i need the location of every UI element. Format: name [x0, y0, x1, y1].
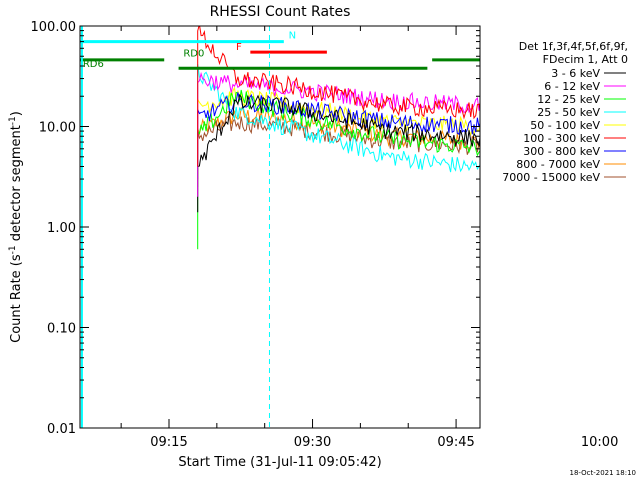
series-layer [197, 26, 480, 250]
series-line-25-to-50keV [197, 64, 480, 187]
timestamp: 18-Oct-2021 18:10 [570, 469, 636, 477]
x-tick-label: 09:30 [294, 435, 331, 450]
y-axis-label: Count Rate (s-1 detector segment-1) [8, 111, 24, 343]
plot-area: N F RD0 RD6 [80, 26, 480, 428]
x-tick-label: 10:00 [581, 435, 618, 450]
legend-label: 12 - 25 keV [537, 93, 600, 106]
series-line-300-to-800keV [197, 92, 480, 167]
legend-label: 300 - 800 keV [523, 145, 600, 158]
legend-label: 7000 - 15000 keV [502, 171, 600, 184]
flag-bars-layer: N F RD0 RD6 [80, 31, 480, 70]
x-tick-label: 09:15 [150, 435, 187, 450]
y-tick-label: 100.00 [31, 20, 77, 35]
series-line-100-to-300keV [197, 26, 480, 167]
series-line-6-to-12keV [197, 71, 480, 197]
series-line-7000-to-15000keV [197, 115, 480, 179]
series-line-3-to-6keV [197, 93, 480, 213]
legend-label: 25 - 50 keV [537, 106, 600, 119]
y-tick-label: 10.00 [39, 121, 76, 136]
legend-label: 6 - 12 keV [544, 80, 600, 93]
x-tick-label: 09:45 [437, 435, 474, 450]
legend-header-line-2: FDecim 1, Att 0 [543, 53, 628, 66]
x-axis-label: Start Time (31-Jul-11 09:05:42) [178, 455, 381, 470]
flag-label: RD6 [83, 59, 104, 70]
y-tick-label: 0.10 [47, 322, 76, 337]
legend: Det 1f,3f,4f,5f,6f,9f, FDecim 1, Att 0 3… [502, 40, 628, 184]
series-line-800-to-7000keV [197, 107, 480, 179]
legend-header-line-1: Det 1f,3f,4f,5f,6f,9f, [519, 40, 628, 53]
y-tick-label: 0.01 [47, 422, 76, 437]
legend-label: 3 - 6 keV [551, 67, 600, 80]
y-tick-label: 1.00 [47, 221, 76, 236]
legend-label: 800 - 7000 keV [516, 158, 600, 171]
flag-label: N [289, 31, 296, 42]
chart-title: RHESSI Count Rates [210, 4, 351, 20]
legend-label: 100 - 300 keV [523, 132, 600, 145]
flag-label: RD0 [183, 48, 204, 59]
flag-label: F [236, 42, 242, 53]
y-axis: 100.00 10.00 1.00 0.10 0.01 [31, 20, 480, 437]
legend-label: 50 - 100 keV [530, 119, 600, 132]
